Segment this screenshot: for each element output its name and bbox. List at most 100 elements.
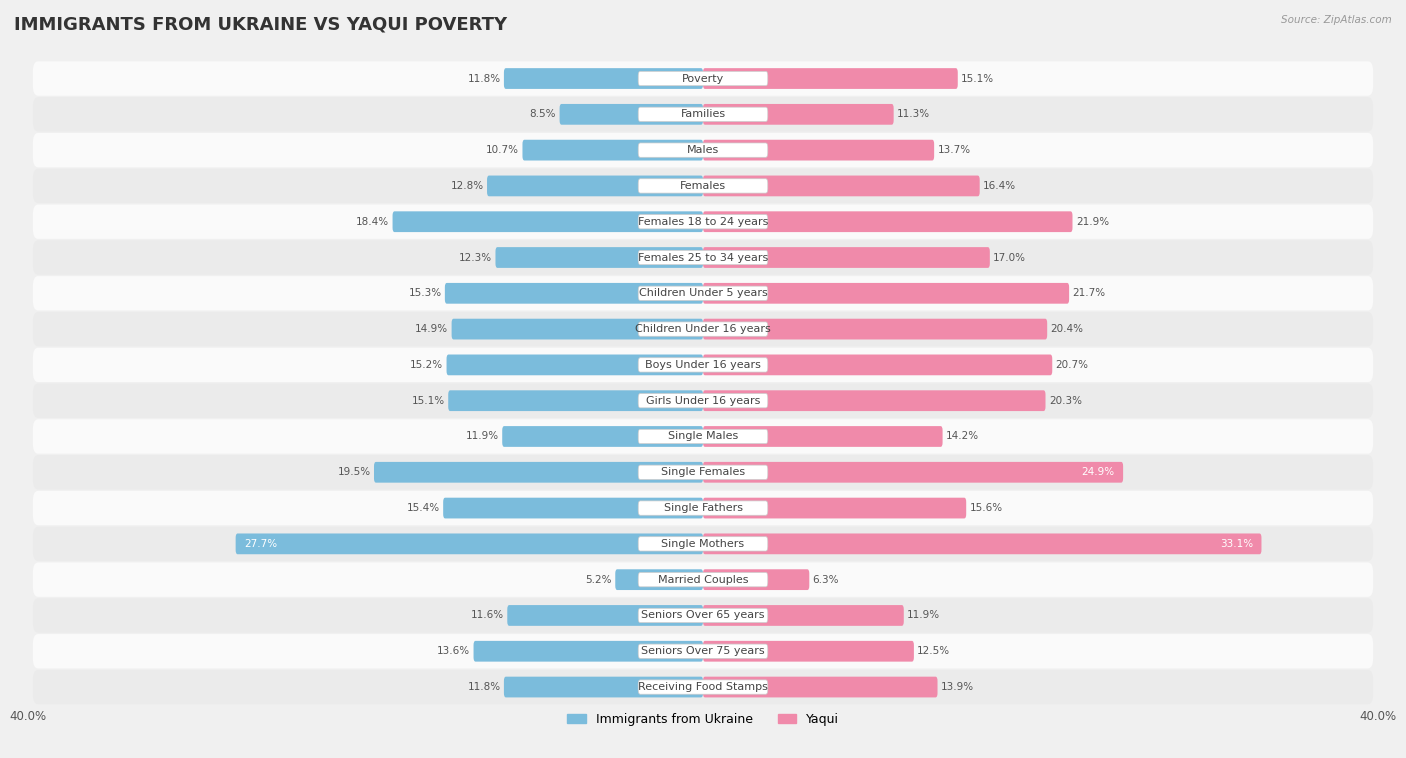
Text: 14.2%: 14.2% bbox=[946, 431, 979, 441]
Text: 33.1%: 33.1% bbox=[1220, 539, 1253, 549]
Text: 15.3%: 15.3% bbox=[408, 288, 441, 299]
Text: 15.2%: 15.2% bbox=[411, 360, 443, 370]
Text: 16.4%: 16.4% bbox=[983, 181, 1017, 191]
Text: Families: Families bbox=[681, 109, 725, 119]
FancyBboxPatch shape bbox=[638, 286, 768, 300]
FancyBboxPatch shape bbox=[703, 139, 934, 161]
FancyBboxPatch shape bbox=[703, 390, 1046, 411]
Text: Single Females: Single Females bbox=[661, 467, 745, 478]
FancyBboxPatch shape bbox=[486, 176, 703, 196]
Text: Females 25 to 34 years: Females 25 to 34 years bbox=[638, 252, 768, 262]
FancyBboxPatch shape bbox=[703, 318, 1047, 340]
Text: Males: Males bbox=[688, 145, 718, 155]
FancyBboxPatch shape bbox=[236, 534, 703, 554]
FancyBboxPatch shape bbox=[32, 169, 1374, 203]
Text: 15.1%: 15.1% bbox=[962, 74, 994, 83]
FancyBboxPatch shape bbox=[392, 211, 703, 232]
FancyBboxPatch shape bbox=[638, 322, 768, 337]
Text: 21.9%: 21.9% bbox=[1076, 217, 1109, 227]
Text: 19.5%: 19.5% bbox=[337, 467, 371, 478]
FancyBboxPatch shape bbox=[447, 355, 703, 375]
Text: 20.3%: 20.3% bbox=[1049, 396, 1081, 406]
Text: 27.7%: 27.7% bbox=[245, 539, 277, 549]
FancyBboxPatch shape bbox=[638, 143, 768, 158]
FancyBboxPatch shape bbox=[508, 605, 703, 626]
Text: 13.7%: 13.7% bbox=[938, 145, 970, 155]
FancyBboxPatch shape bbox=[32, 97, 1374, 132]
FancyBboxPatch shape bbox=[502, 426, 703, 447]
Text: 13.9%: 13.9% bbox=[941, 682, 974, 692]
Text: Single Mothers: Single Mothers bbox=[661, 539, 745, 549]
Text: 11.6%: 11.6% bbox=[471, 610, 503, 621]
Text: Children Under 16 years: Children Under 16 years bbox=[636, 324, 770, 334]
FancyBboxPatch shape bbox=[703, 68, 957, 89]
Text: 10.7%: 10.7% bbox=[486, 145, 519, 155]
Text: 11.8%: 11.8% bbox=[467, 682, 501, 692]
Text: 13.6%: 13.6% bbox=[437, 647, 470, 656]
FancyBboxPatch shape bbox=[638, 501, 768, 515]
Text: Boys Under 16 years: Boys Under 16 years bbox=[645, 360, 761, 370]
FancyBboxPatch shape bbox=[32, 419, 1374, 453]
FancyBboxPatch shape bbox=[32, 240, 1374, 274]
Text: 5.2%: 5.2% bbox=[585, 575, 612, 584]
FancyBboxPatch shape bbox=[638, 537, 768, 551]
Text: 20.7%: 20.7% bbox=[1056, 360, 1088, 370]
FancyBboxPatch shape bbox=[638, 250, 768, 265]
FancyBboxPatch shape bbox=[32, 133, 1374, 168]
FancyBboxPatch shape bbox=[703, 462, 1123, 483]
Text: Females: Females bbox=[681, 181, 725, 191]
FancyBboxPatch shape bbox=[703, 641, 914, 662]
Text: 24.9%: 24.9% bbox=[1081, 467, 1115, 478]
FancyBboxPatch shape bbox=[638, 572, 768, 587]
FancyBboxPatch shape bbox=[523, 139, 703, 161]
FancyBboxPatch shape bbox=[449, 390, 703, 411]
FancyBboxPatch shape bbox=[443, 498, 703, 518]
FancyBboxPatch shape bbox=[638, 609, 768, 622]
FancyBboxPatch shape bbox=[32, 491, 1374, 525]
Text: 15.6%: 15.6% bbox=[970, 503, 1002, 513]
Text: 15.4%: 15.4% bbox=[406, 503, 440, 513]
FancyBboxPatch shape bbox=[444, 283, 703, 304]
Text: Single Fathers: Single Fathers bbox=[664, 503, 742, 513]
Text: 11.9%: 11.9% bbox=[907, 610, 941, 621]
FancyBboxPatch shape bbox=[32, 205, 1374, 239]
Text: 11.9%: 11.9% bbox=[465, 431, 499, 441]
FancyBboxPatch shape bbox=[32, 276, 1374, 311]
FancyBboxPatch shape bbox=[32, 527, 1374, 561]
FancyBboxPatch shape bbox=[703, 534, 1261, 554]
FancyBboxPatch shape bbox=[503, 68, 703, 89]
FancyBboxPatch shape bbox=[703, 569, 810, 590]
FancyBboxPatch shape bbox=[32, 61, 1374, 96]
FancyBboxPatch shape bbox=[374, 462, 703, 483]
FancyBboxPatch shape bbox=[638, 644, 768, 659]
Text: Poverty: Poverty bbox=[682, 74, 724, 83]
FancyBboxPatch shape bbox=[638, 393, 768, 408]
FancyBboxPatch shape bbox=[703, 355, 1052, 375]
Text: Single Males: Single Males bbox=[668, 431, 738, 441]
Text: 18.4%: 18.4% bbox=[356, 217, 389, 227]
FancyBboxPatch shape bbox=[638, 680, 768, 694]
Text: 11.8%: 11.8% bbox=[467, 74, 501, 83]
FancyBboxPatch shape bbox=[703, 498, 966, 518]
FancyBboxPatch shape bbox=[703, 426, 942, 447]
Text: 20.4%: 20.4% bbox=[1050, 324, 1084, 334]
FancyBboxPatch shape bbox=[32, 670, 1374, 704]
FancyBboxPatch shape bbox=[32, 634, 1374, 669]
Text: Source: ZipAtlas.com: Source: ZipAtlas.com bbox=[1281, 15, 1392, 25]
FancyBboxPatch shape bbox=[703, 176, 980, 196]
FancyBboxPatch shape bbox=[638, 429, 768, 443]
Text: Seniors Over 75 years: Seniors Over 75 years bbox=[641, 647, 765, 656]
FancyBboxPatch shape bbox=[638, 107, 768, 121]
FancyBboxPatch shape bbox=[638, 215, 768, 229]
FancyBboxPatch shape bbox=[32, 312, 1374, 346]
FancyBboxPatch shape bbox=[638, 465, 768, 480]
Text: Females 18 to 24 years: Females 18 to 24 years bbox=[638, 217, 768, 227]
FancyBboxPatch shape bbox=[703, 605, 904, 626]
Text: Receiving Food Stamps: Receiving Food Stamps bbox=[638, 682, 768, 692]
FancyBboxPatch shape bbox=[560, 104, 703, 125]
FancyBboxPatch shape bbox=[703, 283, 1069, 304]
Text: IMMIGRANTS FROM UKRAINE VS YAQUI POVERTY: IMMIGRANTS FROM UKRAINE VS YAQUI POVERTY bbox=[14, 15, 508, 33]
FancyBboxPatch shape bbox=[703, 677, 938, 697]
FancyBboxPatch shape bbox=[638, 179, 768, 193]
FancyBboxPatch shape bbox=[451, 318, 703, 340]
